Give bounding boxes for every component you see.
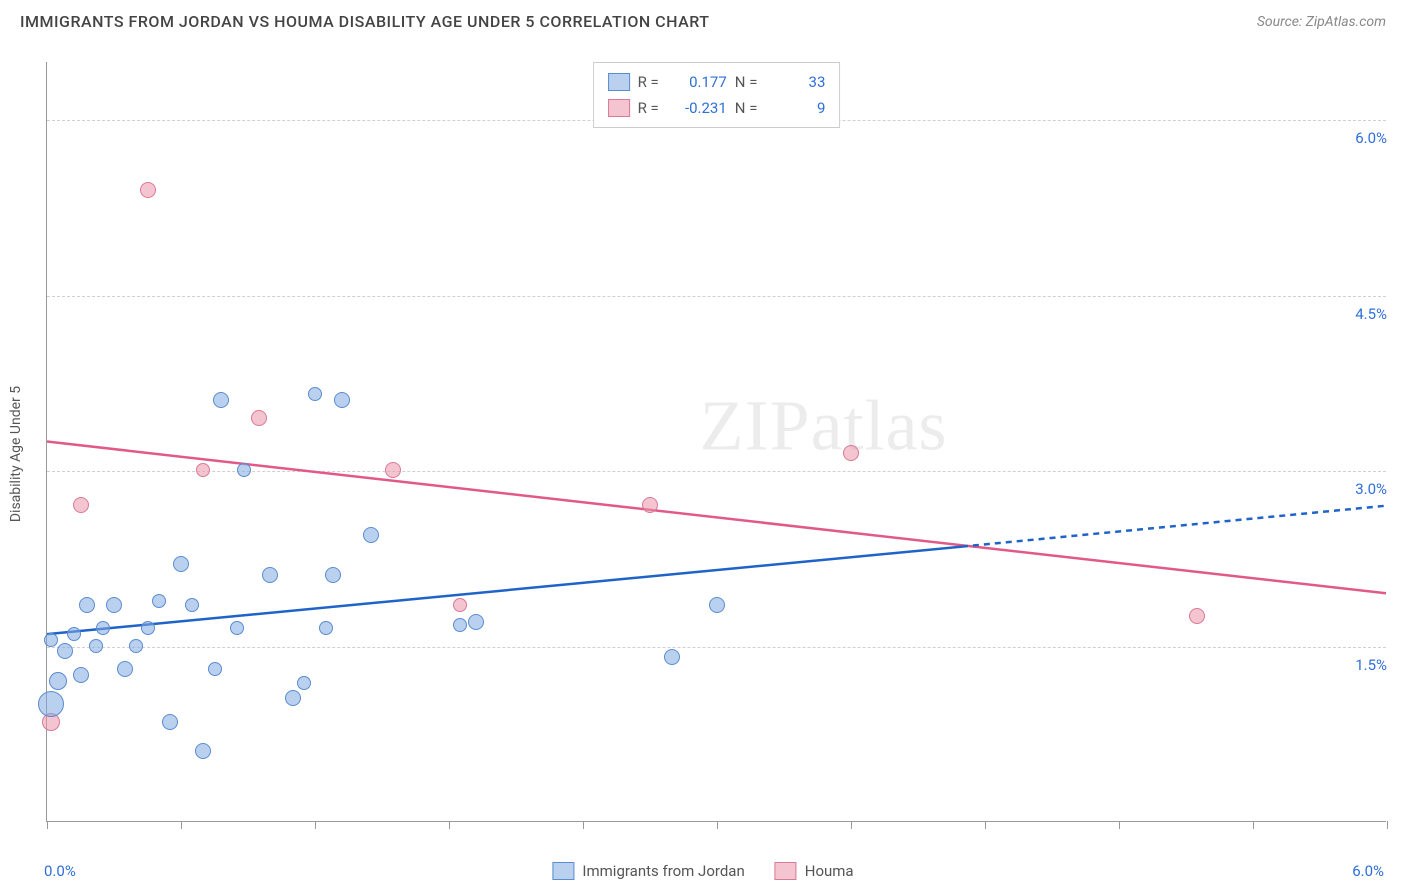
- plot-area: ZIPatlas 1.5% 3.0% 4.5% 6.0% R = 0.177 N = …: [46, 62, 1386, 822]
- series-legend: Immigrants from Jordan Houma: [552, 862, 853, 880]
- data-point-pink: [73, 497, 89, 513]
- x-tick: [583, 821, 584, 829]
- legend-label-pink: Houma: [805, 862, 854, 880]
- swatch-pink: [608, 99, 630, 117]
- x-axis-max-label: 6.0%: [1352, 862, 1384, 880]
- x-tick: [1253, 821, 1254, 829]
- x-tick: [449, 821, 450, 829]
- data-point-blue: [57, 643, 73, 659]
- data-point-pink: [251, 410, 267, 426]
- r-label: R =: [638, 95, 659, 121]
- n-value-blue: 33: [765, 69, 825, 95]
- swatch-pink: [775, 862, 797, 880]
- n-value-pink: 9: [765, 95, 825, 121]
- data-point-blue: [44, 633, 58, 647]
- data-point-blue: [185, 598, 199, 612]
- watermark-left: ZIP: [700, 386, 811, 466]
- data-point-blue: [162, 714, 178, 730]
- data-point-blue: [79, 597, 95, 613]
- data-point-blue: [664, 649, 680, 665]
- y-axis-title: Disability Age Under 5: [8, 386, 24, 522]
- x-tick: [717, 821, 718, 829]
- data-point-blue: [73, 667, 89, 683]
- x-tick: [315, 821, 316, 829]
- data-point-blue: [141, 621, 155, 635]
- data-point-blue: [308, 387, 322, 401]
- data-point-blue: [297, 676, 311, 690]
- x-axis-min-label: 0.0%: [44, 862, 76, 880]
- x-tick: [47, 821, 48, 829]
- data-point-blue: [237, 463, 251, 477]
- chart-header: IMMIGRANTS FROM JORDAN VS HOUMA DISABILI…: [0, 0, 1406, 39]
- n-label: N =: [735, 95, 758, 121]
- swatch-blue: [552, 862, 574, 880]
- y-tick-label: 4.5%: [1327, 305, 1387, 323]
- data-point-blue: [363, 527, 379, 543]
- gridline: 4.5%: [47, 296, 1386, 297]
- r-label: R =: [638, 69, 659, 95]
- data-point-blue: [173, 556, 189, 572]
- data-point-blue: [208, 662, 222, 676]
- y-tick-label: 3.0%: [1327, 480, 1387, 498]
- legend-row-blue: R = 0.177 N = 33: [608, 69, 826, 95]
- y-tick-label: 6.0%: [1327, 129, 1387, 147]
- source-attribution: Source: ZipAtlas.com: [1257, 14, 1386, 30]
- data-point-blue: [38, 691, 64, 717]
- data-point-pink: [140, 182, 156, 198]
- data-point-pink: [453, 598, 467, 612]
- data-point-blue: [709, 597, 725, 613]
- data-point-blue: [319, 621, 333, 635]
- data-point-blue: [213, 392, 229, 408]
- swatch-blue: [608, 73, 630, 91]
- r-value-pink: -0.231: [667, 95, 727, 121]
- data-point-pink: [843, 445, 859, 461]
- x-tick: [1387, 821, 1388, 829]
- data-point-blue: [49, 672, 67, 690]
- legend-label-blue: Immigrants from Jordan: [582, 862, 744, 880]
- data-point-blue: [195, 743, 211, 759]
- r-value-blue: 0.177: [667, 69, 727, 95]
- data-point-pink: [196, 463, 210, 477]
- watermark: ZIPatlas: [700, 385, 948, 468]
- legend-item-blue: Immigrants from Jordan: [552, 862, 744, 880]
- x-tick: [1119, 821, 1120, 829]
- data-point-blue: [89, 639, 103, 653]
- data-point-pink: [642, 497, 658, 513]
- gridline: 1.5%: [47, 647, 1386, 648]
- y-tick-label: 1.5%: [1327, 656, 1387, 674]
- x-tick: [985, 821, 986, 829]
- data-point-blue: [262, 567, 278, 583]
- legend-row-pink: R = -0.231 N = 9: [608, 95, 826, 121]
- legend-item-pink: Houma: [775, 862, 854, 880]
- correlation-legend: R = 0.177 N = 33 R = -0.231 N = 9: [593, 62, 841, 128]
- data-point-pink: [1189, 608, 1205, 624]
- data-point-blue: [285, 690, 301, 706]
- chart-title: IMMIGRANTS FROM JORDAN VS HOUMA DISABILI…: [20, 12, 710, 31]
- watermark-right: atlas: [811, 386, 948, 466]
- data-point-blue: [129, 639, 143, 653]
- data-point-blue: [230, 621, 244, 635]
- data-point-blue: [106, 597, 122, 613]
- data-point-pink: [385, 462, 401, 478]
- x-tick: [851, 821, 852, 829]
- x-tick: [181, 821, 182, 829]
- data-point-blue: [453, 618, 467, 632]
- trend-lines: [47, 62, 1386, 821]
- data-point-blue: [67, 627, 81, 641]
- data-point-blue: [468, 614, 484, 630]
- n-label: N =: [735, 69, 758, 95]
- data-point-blue: [334, 392, 350, 408]
- data-point-blue: [117, 661, 133, 677]
- data-point-blue: [96, 621, 110, 635]
- data-point-blue: [325, 567, 341, 583]
- data-point-blue: [152, 594, 166, 608]
